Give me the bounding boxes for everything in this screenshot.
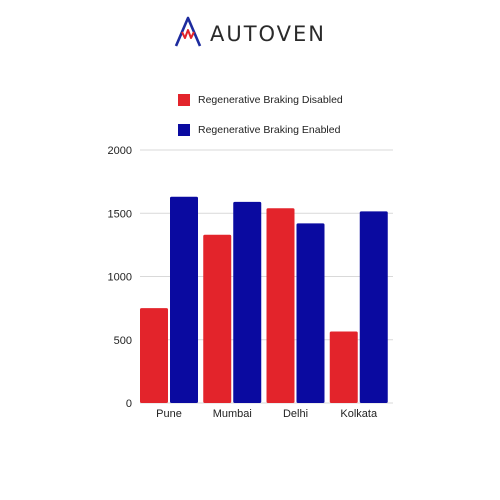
autoven-logo-icon bbox=[174, 16, 202, 53]
legend-item-disabled: Regenerative Braking Disabled bbox=[178, 94, 343, 106]
legend-swatch-enabled bbox=[178, 124, 190, 136]
bar-disabled bbox=[329, 331, 358, 403]
y-tick-label: 1500 bbox=[108, 208, 132, 220]
brand-name: AUTOVEN bbox=[209, 22, 327, 46]
y-tick-label: 500 bbox=[114, 335, 132, 347]
bar-disabled bbox=[140, 308, 168, 403]
bar-disabled bbox=[266, 208, 295, 403]
bar-enabled bbox=[170, 196, 198, 403]
legend-item-enabled: Regenerative Braking Enabled bbox=[178, 124, 340, 136]
x-tick-label: Mumbai bbox=[213, 408, 252, 420]
legend-label-disabled: Regenerative Braking Disabled bbox=[198, 94, 343, 106]
bar-enabled bbox=[359, 211, 388, 403]
bar-enabled bbox=[296, 223, 325, 403]
x-tick-label: Delhi bbox=[283, 408, 308, 420]
x-tick-label: Pune bbox=[156, 408, 182, 420]
y-tick-label: 1000 bbox=[108, 272, 132, 284]
bar-enabled bbox=[233, 201, 262, 403]
bar-disabled bbox=[203, 234, 232, 403]
brand-header: AUTOVEN bbox=[0, 16, 500, 52]
x-tick-label: Kolkata bbox=[340, 408, 378, 420]
y-tick-label: 2000 bbox=[108, 145, 132, 157]
legend-swatch-disabled bbox=[178, 94, 190, 106]
y-tick-label: 0 bbox=[126, 398, 132, 410]
legend-label-enabled: Regenerative Braking Enabled bbox=[198, 124, 341, 136]
